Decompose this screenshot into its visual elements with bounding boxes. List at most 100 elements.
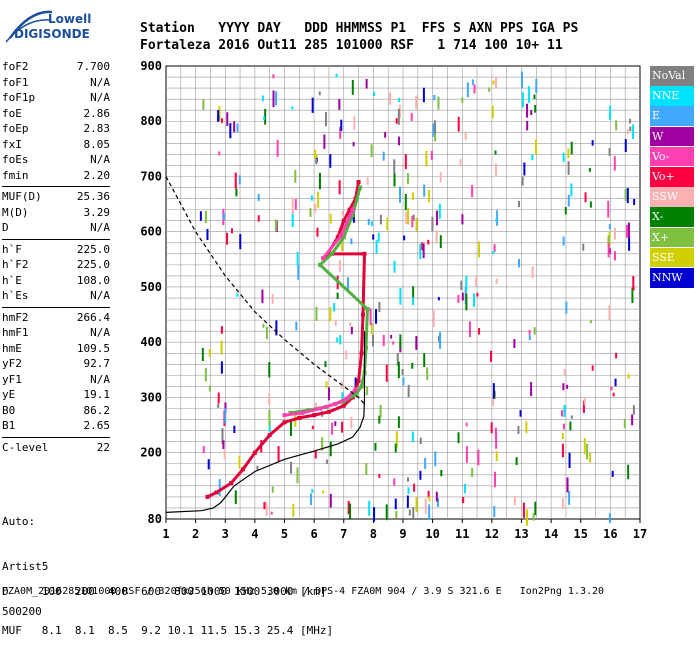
echo-mark: [217, 403, 220, 408]
echo-mark: [329, 441, 332, 457]
echo-mark: [262, 323, 265, 328]
echo-mark: [471, 468, 474, 478]
echo-mark: [608, 305, 611, 321]
param-row: MUF(D) 25.36: [2, 190, 110, 206]
echo-mark: [477, 449, 480, 466]
muf-table: D 100 200 400 600 800 1000 1500 3000 [km…: [2, 559, 333, 650]
echo-mark: [397, 416, 400, 429]
echo-mark: [235, 188, 238, 197]
echo-mark: [478, 327, 481, 335]
echo-mark: [370, 322, 373, 335]
echo-mark: [608, 513, 611, 524]
legend-item: Vo-: [650, 146, 694, 167]
trace-segment: [330, 236, 345, 255]
trace-segment: [360, 314, 365, 354]
echo-mark: [294, 199, 297, 210]
echo-mark: [261, 289, 264, 304]
echo-mark: [434, 128, 437, 142]
scaled-parameters-panel: foF2 7.700 foF1 N/A foF1p N/A foE 2.86 foEp 2.83 f…: [2, 60, 110, 456]
echo-mark: [265, 326, 268, 340]
trace-segment: [290, 408, 309, 415]
echo-mark: [424, 498, 427, 514]
echo-mark: [520, 71, 523, 89]
y-tick-label: 800: [140, 114, 162, 128]
param-value: N/A: [90, 372, 110, 386]
echo-mark: [392, 341, 395, 345]
echo-mark: [427, 239, 430, 245]
trace-segment: [230, 468, 245, 485]
header-values: Fortaleza 2016 Out11 285 101000 RSF 1 71…: [140, 38, 563, 53]
echo-mark: [588, 167, 591, 172]
polarization-legend: NoVal NNE E W Vo- Vo+ SSW X- X+ SSE NNW: [650, 66, 694, 288]
echo-mark: [329, 154, 332, 168]
echo-mark: [327, 387, 330, 401]
echo-mark: [393, 159, 396, 174]
y-tick-label: 500: [140, 280, 162, 294]
trace-segment: [354, 181, 361, 199]
echo-mark: [612, 392, 615, 397]
echo-mark: [623, 418, 626, 429]
echo-mark: [495, 433, 498, 449]
echo-mark: [325, 381, 328, 388]
echo-mark: [407, 384, 410, 398]
muf-distance-row: D 100 200 400 600 800 1000 1500 3000 [km…: [2, 585, 327, 598]
echo-mark: [627, 222, 630, 238]
echo-mark: [521, 92, 524, 108]
echo-mark: [393, 260, 396, 273]
x-tick-label: 3: [222, 527, 229, 541]
param-name: B1: [2, 419, 16, 432]
echo-mark: [589, 201, 592, 208]
echo-mark: [570, 141, 573, 155]
echo-mark: [473, 293, 476, 307]
echo-mark: [402, 377, 405, 386]
echo-mark: [222, 213, 225, 220]
echo-mark: [464, 131, 467, 140]
param-row: h`Es N/A: [2, 289, 110, 305]
echo-mark: [465, 446, 468, 463]
echo-mark: [491, 105, 494, 118]
echo-mark: [341, 236, 344, 252]
echo-mark: [461, 97, 464, 103]
echo-mark: [493, 506, 496, 517]
echo-mark: [382, 151, 385, 161]
echo-mark: [610, 386, 613, 391]
echo-mark: [435, 210, 438, 226]
echo-mark: [222, 440, 225, 449]
echo-mark: [231, 228, 234, 234]
param-name: M(D): [2, 205, 29, 219]
echo-mark: [265, 502, 268, 517]
x-tick-label: 14: [544, 527, 558, 541]
echo-mark: [378, 301, 381, 313]
echo-mark: [457, 432, 460, 444]
echo-mark: [341, 211, 344, 216]
echo-mark: [370, 221, 373, 226]
param-name: foF1: [2, 75, 29, 89]
echo-mark: [220, 361, 223, 374]
echo-mark: [394, 498, 397, 510]
echo-mark: [406, 173, 409, 184]
echo-mark: [206, 228, 209, 241]
x-tick-label: 8: [370, 527, 377, 541]
echo-mark: [624, 188, 627, 201]
echo-mark: [412, 286, 415, 298]
trace-segment: [342, 214, 355, 238]
echo-mark: [427, 490, 430, 498]
echo-mark: [533, 94, 536, 100]
echo-mark: [331, 422, 334, 435]
param-name: D: [2, 221, 9, 234]
param-value: 2.20: [83, 168, 111, 182]
echo-mark: [475, 276, 478, 287]
echo-mark: [428, 504, 431, 521]
echo-mark: [461, 292, 464, 301]
echo-mark: [341, 421, 344, 433]
legend-item: Vo+: [650, 166, 694, 187]
echo-mark: [202, 99, 205, 111]
param-value: 7.700: [76, 60, 110, 73]
echo-mark: [397, 361, 400, 379]
echo-mark: [378, 415, 381, 424]
echo-mark: [329, 213, 332, 224]
echo-mark: [422, 243, 425, 259]
echo-mark: [625, 225, 628, 238]
echo-mark: [629, 126, 632, 132]
auto-label: Auto:: [2, 515, 36, 528]
